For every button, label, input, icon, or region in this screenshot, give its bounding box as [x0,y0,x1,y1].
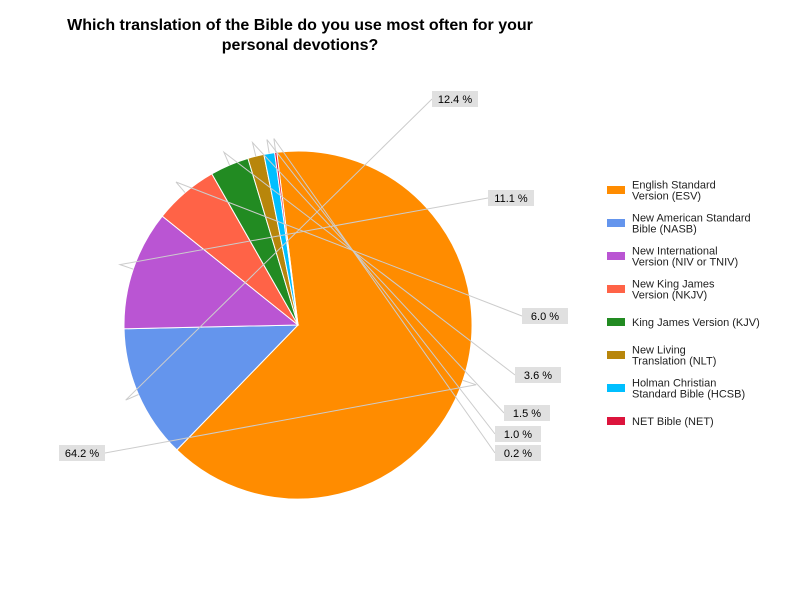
data-label-box [432,91,478,107]
data-label-text: 1.0 % [504,429,532,441]
data-label-box [504,405,550,421]
data-label-4: 3.6 % [515,367,561,383]
legend-item-7: NET Bible (NET) [607,416,714,428]
chart-title: Which translation of the Bible do you us… [0,16,600,56]
legend-label-line: Version (NKJV) [632,290,707,302]
chart-title-line-2: personal devotions? [221,37,379,54]
leader-line-1 [125,98,433,401]
pie-slice-2 [123,215,300,330]
legend-label-line: Bible (NASB) [632,224,697,236]
legend-swatch [607,285,625,293]
leader-line-2 [118,197,489,270]
leader-line-0 [104,379,477,454]
data-label-box [488,190,534,206]
legend-label-line: New American Standard [632,213,751,225]
data-label-text: 3.6 % [524,370,552,382]
legend-swatch [607,384,625,392]
data-label-5: 1.5 % [504,405,550,421]
pie-slice-1 [123,324,300,451]
pie-slice-0 [176,150,473,500]
legend-label-line: Translation (NLT) [632,356,716,368]
data-label-3: 6.0 % [522,308,568,324]
legend-label-line: Version (NIV or TNIV) [632,257,738,269]
legend-swatch [607,252,625,260]
data-label-text: 1.5 % [513,408,541,420]
data-label-6: 1.0 % [495,426,541,442]
legend-label-line: NET Bible (NET) [632,416,714,428]
leader-lines [104,98,523,454]
legend-label-line: Standard Bible (HCSB) [632,389,745,401]
legend-swatch [607,417,625,425]
data-label-1: 12.4 % [432,91,478,107]
chart-title-line-1: Which translation of the Bible do you us… [67,17,533,34]
data-label-box [59,445,105,461]
leader-line-7 [273,138,496,454]
data-label-box [495,426,541,442]
legend-label-line: New International [632,246,718,258]
legend-swatch [607,186,625,194]
leader-line-6 [266,139,496,435]
legend-swatch [607,318,625,326]
data-label-7: 0.2 % [495,445,541,461]
legend-item-4: King James Version (KJV) [607,317,760,329]
legend-label-line: English Standard [632,180,716,192]
legend-label-line: King James Version (KJV) [632,317,760,329]
data-label-text: 0.2 % [504,448,532,460]
data-label-text: 11.1 % [494,193,528,205]
data-label-0: 64.2 % [59,445,105,461]
legend-label-line: New Living [632,345,686,357]
data-label-text: 6.0 % [531,311,559,323]
leader-line-4 [222,150,516,376]
data-label-box [495,445,541,461]
data-label-text: 64.2 % [65,448,99,460]
data-labels: 64.2 % 12.4 % 11.1 % 6.0 % 3.6 % 1.5 % 1.0 % 0.… [59,91,568,461]
legend-swatch [607,351,625,359]
data-label-box [515,367,561,383]
legend-swatch [607,219,625,227]
legend-label-line: Version (ESV) [632,191,701,203]
data-label-2: 11.1 % [488,190,534,206]
pie-slices [123,150,473,500]
leader-line-3 [175,181,523,317]
leader-line-5 [251,140,505,414]
data-label-box [522,308,568,324]
data-label-text: 12.4 % [438,94,472,106]
legend-label-line: Holman Christian [632,378,716,390]
legend-label-line: New King James [632,279,715,291]
